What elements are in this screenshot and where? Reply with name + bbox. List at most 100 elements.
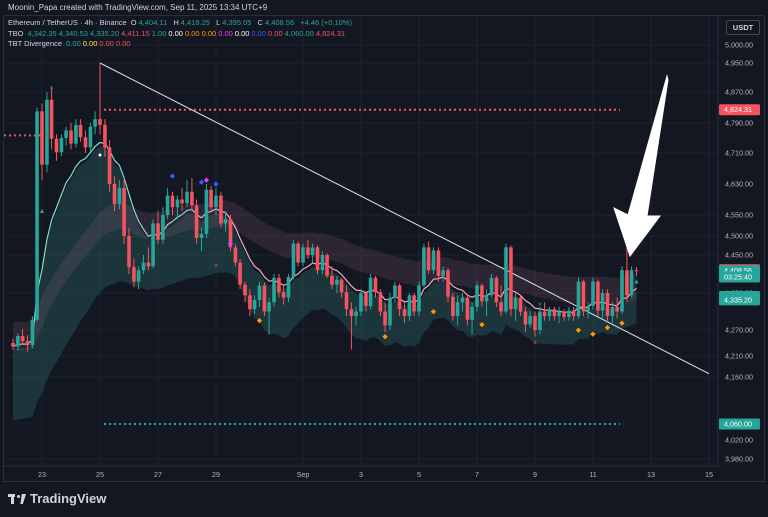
candle-body — [620, 270, 624, 312]
candle-body — [634, 270, 639, 272]
level-lines — [4, 108, 620, 425]
candle-body — [426, 247, 431, 271]
signal-marker: ◆ — [479, 321, 485, 328]
fast-line-up — [12, 141, 202, 348]
price-tag-box — [719, 294, 760, 306]
signal-marker: ◆ — [170, 173, 176, 180]
price-chart[interactable]: ×▲●◆◆◆◆◆×◆◆◆◆××◆◆◆◆×▲ 5,000.004,950.004,… — [4, 16, 764, 481]
candle-body — [161, 215, 165, 240]
candle-body — [136, 270, 141, 282]
candle-body — [407, 295, 412, 317]
time-tick-label: 27 — [154, 470, 162, 479]
candle-body — [49, 99, 54, 139]
candle-body — [629, 270, 634, 296]
candle-body — [562, 311, 566, 318]
candle-body — [132, 267, 136, 282]
time-tick-label: 5 — [417, 470, 421, 479]
legend-tbo-value: 4,335.20 — [89, 28, 120, 38]
signal-marker: ◆ — [257, 318, 263, 325]
candle-body — [586, 305, 590, 312]
legend-tbo-value: 4,824.31 — [315, 28, 346, 38]
candle-body — [557, 311, 561, 317]
price-axis[interactable]: 5,000.00 4,950.00 4,870.00 4,790.00 4,710.00… — [717, 16, 764, 481]
candle-body — [373, 277, 378, 293]
chart-legend: Ethereum / TetherUS · 4h · Binance O 4,40… — [8, 18, 354, 50]
currency-button[interactable]: USDT — [726, 20, 760, 35]
time-tick-label: 11 — [589, 470, 596, 479]
candle-body — [368, 277, 373, 306]
candle-body — [199, 233, 204, 238]
time-tick-label: 23 — [38, 470, 46, 479]
candle-body — [98, 119, 102, 125]
candle-body — [600, 293, 605, 311]
candle-body — [25, 341, 30, 346]
candle-body — [40, 111, 44, 165]
legend-tbo-label: TBO — [8, 28, 24, 38]
candle-body — [219, 195, 223, 224]
candle-body — [78, 124, 83, 138]
candle-body — [378, 292, 383, 312]
header-text: Moonin_Papa created with TradingView.com… — [8, 3, 268, 12]
price-tag-box — [719, 271, 760, 283]
candle-body — [228, 219, 233, 248]
candle-body — [252, 299, 257, 310]
signal-marker: ▲ — [39, 208, 46, 215]
signal-marker: × — [538, 301, 542, 308]
candle-body — [151, 223, 155, 267]
candle-body — [93, 119, 97, 127]
candle-body — [349, 309, 354, 317]
legend-tbo-value: 4,411.15 — [121, 28, 150, 38]
legend-tbo-value: 4,342.35 — [27, 28, 57, 38]
candle-body — [83, 137, 88, 148]
signal-marker: ◆ — [431, 308, 437, 315]
candle-body — [480, 285, 484, 302]
price-tick-label: 5,000.00 — [725, 41, 753, 50]
candle-body — [359, 293, 363, 312]
candle-body — [475, 285, 479, 307]
tradingview-brand: TradingView — [30, 491, 107, 506]
legend-close: 4,408.56 — [264, 18, 295, 27]
time-axis[interactable]: 23 25 27 29 Sep 3 5 7 9 11 13 15 — [4, 465, 718, 481]
candle-body — [518, 297, 523, 312]
teal-cloud — [13, 146, 637, 421]
candle-body — [156, 223, 160, 240]
chart-area[interactable]: ×▲●◆◆◆◆◆×◆◆◆◆××◆◆◆◆×▲ 5,000.004,950.004,… — [3, 15, 765, 482]
candle-body — [146, 262, 151, 267]
candle-body — [248, 295, 252, 310]
price-tick-label: 4,020.00 — [725, 436, 753, 445]
candle-body — [567, 310, 571, 318]
legend-change: +4.46 (+0.10%) — [300, 18, 352, 27]
signal-marker: ◆ — [619, 320, 625, 327]
legend-tbt-value: 0.00 — [99, 39, 114, 48]
candle-body — [499, 302, 503, 312]
candle-body — [286, 277, 291, 298]
signal-marker: ◆ — [228, 240, 234, 247]
price-tick-label: 4,630.00 — [725, 180, 753, 189]
candle-body — [45, 99, 49, 165]
candle-body — [20, 336, 25, 342]
legend-open-label: O — [130, 18, 137, 27]
candle-body — [122, 187, 126, 236]
price-tag-box — [719, 104, 760, 116]
candle-body — [243, 284, 247, 296]
legend-tbt-value: 0.00 — [66, 39, 81, 48]
candle-body — [112, 184, 117, 205]
candle-body — [272, 277, 276, 303]
chart-header: Moonin_Papa created with TradingView.com… — [0, 0, 768, 15]
legend-low: 4,395.05 — [222, 18, 252, 27]
legend-tbo-value: 4,060.00 — [284, 28, 314, 38]
price-tag-label: 03:25:40 — [724, 273, 752, 282]
time-tick-label: 13 — [647, 470, 655, 479]
candle-body — [315, 247, 320, 271]
candle-body — [35, 111, 39, 320]
candle-body — [209, 189, 213, 208]
price-tick-label: 4,270.00 — [725, 326, 753, 335]
legend-tbt-label: TBT Divergence — [8, 39, 63, 48]
candle-body — [320, 255, 325, 271]
candle-body — [16, 336, 20, 347]
candle-body — [412, 295, 416, 312]
tradingview-logo[interactable]: TradingView — [8, 491, 106, 506]
price-tag-label: 4,060.00 — [724, 420, 752, 429]
candle-body — [185, 191, 189, 204]
signal-marker: ● — [98, 152, 102, 159]
